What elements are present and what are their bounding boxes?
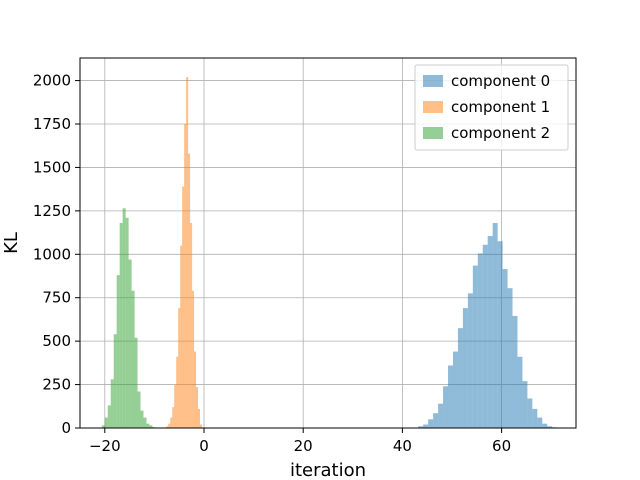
histogram-bar (168, 423, 171, 428)
histogram-bar (522, 381, 528, 428)
series-1-bars (166, 77, 203, 429)
y-tick-label: 750 (42, 289, 71, 307)
histogram-bar (433, 413, 439, 428)
y-tick-label: 500 (42, 332, 71, 350)
histogram-bar (497, 241, 503, 428)
histogram-bar (146, 423, 150, 428)
histogram-bar (196, 387, 199, 428)
series-0-bars (418, 223, 558, 428)
histogram-bar (418, 426, 424, 428)
histogram-bar (547, 426, 553, 428)
histogram-bar (166, 426, 169, 428)
histogram-bar (143, 417, 147, 428)
histogram-bar (462, 308, 468, 428)
histogram-bar (149, 425, 153, 428)
legend-swatch (423, 75, 443, 87)
histogram-bar (190, 223, 193, 428)
histogram-bar (134, 337, 138, 428)
y-axis-label: KL (1, 232, 22, 254)
histogram-bar (107, 405, 111, 428)
histogram-bar (172, 407, 175, 428)
histogram-bar (182, 186, 185, 428)
histogram-bar (170, 417, 173, 428)
x-tick-label: 60 (492, 437, 511, 455)
histogram-bar (542, 423, 548, 428)
y-tick-label: 1000 (33, 245, 71, 263)
histogram-bar (122, 208, 126, 428)
histogram-bar (467, 293, 473, 428)
histogram-bar (448, 365, 453, 428)
plot-area-frame (79, 57, 577, 429)
legend: component 0 component 1 component 2 (414, 64, 569, 151)
histogram-bar (174, 384, 177, 428)
bars (101, 77, 558, 429)
legend-label: component 1 (451, 98, 550, 116)
legend-swatch (423, 127, 443, 139)
histogram-bar (131, 290, 135, 428)
x-tick-label: 0 (199, 437, 209, 455)
histogram-bar (423, 424, 429, 428)
histogram-bar (113, 334, 117, 428)
y-tick-label: 250 (42, 376, 71, 394)
legend-swatch (423, 101, 443, 113)
histogram-bar (192, 290, 195, 428)
legend-label: component 2 (451, 124, 550, 142)
histogram-bar (472, 265, 478, 428)
histogram-bar (194, 351, 197, 428)
histogram-bar (178, 308, 181, 428)
y-tick-label: 1750 (33, 115, 71, 133)
histogram-bar (492, 223, 498, 428)
histogram-bar (482, 244, 488, 428)
x-tick-label: −20 (89, 437, 121, 455)
histogram-bar (507, 288, 513, 428)
histogram-bar (517, 356, 523, 428)
x-axis-label: iteration (290, 460, 366, 480)
legend-box (414, 64, 569, 151)
histogram-bar (180, 245, 183, 428)
histogram-bar (116, 275, 120, 428)
y-tick-label: 1250 (33, 202, 71, 220)
y-tick-label: 0 (61, 419, 71, 437)
histogram-bar (532, 408, 538, 428)
histogram-bar (512, 315, 518, 428)
x-tick-label: 20 (294, 437, 313, 455)
x-tick-label: 40 (393, 437, 412, 455)
histogram-bar (428, 419, 434, 428)
histogram-bar (200, 424, 203, 428)
histogram-bar (438, 403, 444, 428)
series-2-bars (101, 208, 156, 428)
histogram-bar (140, 410, 144, 428)
y-tick-label: 2000 (33, 72, 71, 90)
histogram-bar (125, 217, 129, 428)
histogram-bar (137, 391, 141, 428)
histogram-bar (119, 223, 123, 428)
histogram-bar (176, 356, 179, 428)
y-tick-label: 1500 (33, 158, 71, 176)
axis-ticks: −20 0 20 40 60 0 250 500 750 1000 1250 1500 1750 2000 (33, 72, 511, 455)
histogram-bar (527, 398, 533, 428)
histogram-bar (502, 269, 508, 428)
histogram-bar (452, 351, 458, 428)
histogram-bar (104, 417, 108, 428)
histogram-bar (128, 259, 132, 428)
histogram-bar (101, 425, 105, 428)
histogram-bar (443, 386, 449, 428)
histogram-bar (110, 379, 114, 428)
histogram-bar (188, 153, 191, 428)
histogram-bar (186, 77, 189, 429)
histogram-bar (487, 236, 493, 428)
histogram-bar (198, 408, 201, 428)
histogram-bar (477, 253, 483, 428)
legend-label: component 0 (451, 72, 550, 90)
histogram-bar (537, 417, 543, 428)
histogram-bar (184, 124, 187, 428)
histogram-bar (457, 328, 463, 428)
